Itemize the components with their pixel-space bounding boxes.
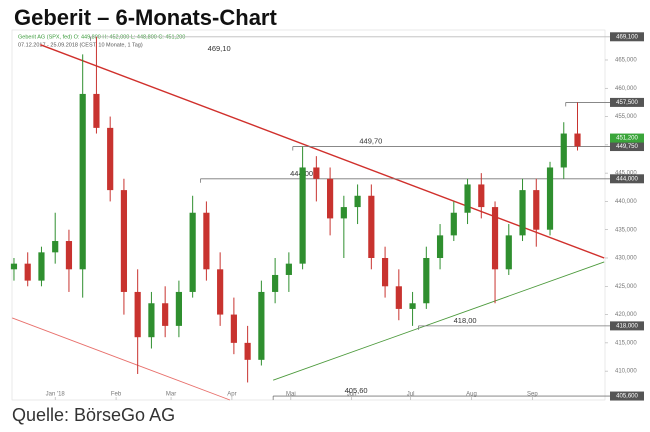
candle-body: [244, 342, 251, 360]
candle-body: [327, 178, 334, 219]
chart-title: Geberit – 6-Monats-Chart: [14, 5, 277, 30]
level-box-label: 457,500: [616, 100, 638, 106]
x-tick-label: Jan '18: [46, 392, 66, 398]
candle-body: [217, 269, 224, 315]
level-box-label: 418,000: [616, 323, 638, 329]
candle-body: [65, 241, 73, 270]
candle-body: [574, 133, 581, 147]
x-tick-label: Mar: [166, 392, 176, 398]
candle-body: [148, 303, 155, 338]
candle-body: [162, 303, 169, 326]
candle-body: [354, 195, 361, 208]
last-price-label: 451,200: [616, 136, 638, 142]
trend-line: [40, 44, 605, 259]
plot-frame: [11, 29, 606, 401]
candle-body: [38, 252, 45, 281]
level-label: 405,60: [345, 386, 368, 395]
candle-body: [93, 93, 100, 128]
candle-body: [299, 167, 306, 264]
x-tick-label: Sep: [527, 392, 538, 398]
level-box: [610, 97, 644, 107]
candle-body: [546, 167, 554, 230]
last-price-box: [610, 133, 644, 143]
candle-body: [230, 314, 237, 343]
level-box: [610, 32, 644, 42]
candle-body: [175, 291, 182, 326]
level-box-label: 405,600: [616, 394, 638, 400]
candle-body: [505, 235, 512, 270]
x-tick-label: Jun: [347, 392, 357, 398]
candle-body: [368, 195, 375, 258]
candle-body: [120, 190, 128, 292]
level-label: 418,00: [454, 316, 477, 325]
info-line: 07.12.2017 - 25.09.2018 (CEST, 10 Monate…: [18, 42, 143, 48]
candle-body: [189, 212, 196, 292]
trend-line: [12, 317, 231, 401]
y-tick-label: 410,000: [615, 369, 637, 375]
y-tick-label: 460,000: [615, 86, 637, 92]
trend-line: [273, 261, 605, 381]
x-tick-label: Apr: [227, 392, 236, 398]
y-tick-label: 465,000: [615, 58, 637, 64]
candle-body: [395, 286, 402, 309]
candle-body: [285, 263, 292, 275]
candle-body: [519, 190, 526, 236]
candle-body: [464, 184, 471, 213]
y-tick-label: 415,000: [615, 340, 637, 346]
level-box-label: 469,100: [616, 34, 638, 40]
y-tick-label: 435,000: [615, 227, 637, 233]
candle-body: [436, 235, 444, 258]
source: Quelle: BörseGo AG: [12, 405, 175, 425]
candle-body: [272, 274, 279, 292]
candle-body: [533, 190, 540, 230]
level-box: [610, 321, 644, 331]
y-tick-label: 455,000: [615, 114, 637, 120]
candle-body: [450, 212, 457, 236]
y-tick-label: 425,000: [615, 284, 637, 290]
candle-body: [258, 291, 265, 360]
candle-body: [203, 212, 210, 270]
x-tick-label: Mai: [286, 392, 296, 398]
candle-body: [134, 291, 141, 338]
candle-body: [560, 133, 567, 168]
y-tick-label: 420,000: [615, 312, 637, 318]
candle-body: [107, 127, 114, 191]
y-tick-label: 440,000: [615, 199, 637, 205]
level-box: [610, 142, 644, 152]
candle-body: [52, 241, 59, 253]
level-box-label: 444,000: [616, 176, 638, 182]
candle-body: [24, 263, 31, 281]
candle-body: [313, 167, 320, 179]
x-tick-label: Aug: [466, 392, 477, 398]
info-line: Geberit AG (SPX, fed) O: 449,800 H: 452,…: [18, 34, 185, 40]
candle-body: [423, 257, 430, 304]
candle-body: [79, 93, 86, 270]
candle-body: [409, 303, 416, 309]
y-tick-label: 430,000: [615, 256, 637, 262]
candle-body: [10, 263, 18, 270]
level-box-label: 449,750: [616, 144, 638, 150]
x-tick-label: Jul: [407, 392, 415, 398]
candle-body: [381, 257, 389, 287]
level-box: [610, 391, 644, 401]
y-tick-label: 445,000: [615, 171, 637, 177]
candle-body: [340, 207, 347, 219]
level-box: [610, 174, 644, 184]
level-label: 449,70: [359, 137, 382, 146]
candle-body: [478, 184, 485, 208]
candle-body: [491, 207, 499, 270]
x-tick-label: Feb: [111, 392, 122, 398]
level-label: 469,10: [208, 44, 231, 53]
